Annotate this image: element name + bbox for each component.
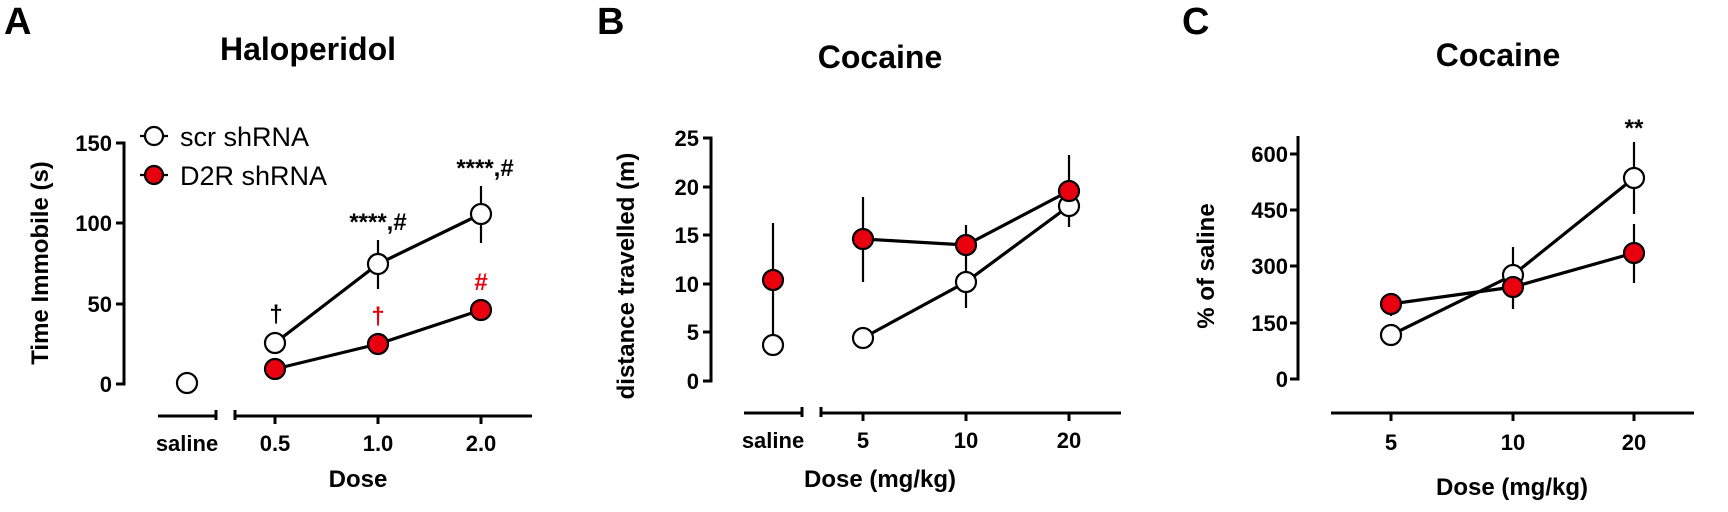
- panel-c-ytick: 450: [1251, 198, 1288, 223]
- panel-c-ytick: 0: [1276, 367, 1288, 392]
- panel-a-scr-point: [469, 202, 493, 226]
- legend-d2r-label: D2R shRNA: [180, 161, 327, 191]
- panel-b-d2r-point: [954, 233, 978, 257]
- panel-c-x-axis: [1331, 411, 1694, 421]
- panel-b-error-bars: [771, 155, 1071, 340]
- panel-b-d2r-point: [761, 268, 785, 292]
- panel-a-ytick: 50: [88, 292, 112, 317]
- panel-c-d2r-point: [1622, 241, 1646, 265]
- panel-c-xtick: 20: [1622, 430, 1646, 455]
- panel-c-scr-point: [1379, 323, 1403, 347]
- panel-b-xtick: 20: [1057, 428, 1081, 453]
- panel-c-xtick: 10: [1501, 430, 1525, 455]
- panel-a-d2r-point: [469, 298, 493, 322]
- panel-b-xtick: saline: [742, 428, 804, 453]
- panel-c-ylabel: % of saline: [1193, 203, 1220, 328]
- panel-a-d2r-point: [263, 357, 287, 381]
- panel-a-xtick: saline: [156, 431, 218, 456]
- panel-b-scr-point: [761, 333, 785, 357]
- panel-b-ylabel: distance travelled (m): [613, 153, 640, 400]
- panel-a-annotation: ****,#: [349, 209, 406, 236]
- panel-a-scr-point: [175, 371, 199, 395]
- legend-scr-marker-icon: [143, 125, 165, 147]
- panel-b-scr-point: [954, 270, 978, 294]
- panel-b-scr-point: [851, 326, 875, 350]
- panel-a-xtick: 1.0: [363, 431, 394, 456]
- panel-c-xlabel: Dose (mg/kg): [1436, 474, 1588, 501]
- panel-a-scr-point: [263, 331, 287, 355]
- panel-b: B Cocaine distance travelled (m) Dose (m…: [597, 1, 1121, 493]
- panel-b-title: Cocaine: [818, 39, 942, 75]
- panel-a-xtick: 0.5: [260, 431, 291, 456]
- panel-c-scr-point: [1622, 166, 1646, 190]
- panel-a-d2r-point: [366, 332, 390, 356]
- panel-a-annotation: †: [269, 301, 282, 328]
- panel-a-annotation-red: #: [474, 269, 487, 296]
- panel-a-y-axis: [116, 141, 126, 386]
- panel-c-y-axis: [1290, 136, 1300, 381]
- panel-b-xtick: 10: [954, 428, 978, 453]
- panel-a-ytick: 100: [75, 211, 112, 236]
- panel-letter-a: A: [4, 1, 31, 43]
- panel-a-xlabel: Dose: [329, 466, 388, 493]
- panel-c: C Cocaine % of saline Dose (mg/kg) 600 4…: [1182, 1, 1694, 501]
- panel-c-d2r-point: [1379, 292, 1403, 316]
- legend-scr-label: scr shRNA: [180, 122, 309, 152]
- panel-b-ytick: 5: [687, 320, 699, 345]
- panel-b-ytick: 15: [675, 223, 699, 248]
- panel-letter-b: B: [597, 1, 624, 43]
- panel-a-title: Haloperidol: [220, 31, 396, 67]
- panel-letter-c: C: [1182, 1, 1209, 43]
- panel-c-annotation: **: [1625, 115, 1644, 142]
- panel-b-d2r-point: [1057, 179, 1081, 203]
- panel-c-ytick: 600: [1251, 142, 1288, 167]
- panel-b-x-axis: [744, 407, 1121, 421]
- panel-b-ytick: 25: [675, 126, 699, 151]
- panel-b-ytick: 0: [687, 369, 699, 394]
- panel-c-d2r-point: [1501, 275, 1525, 299]
- legend-d2r-marker-icon: [143, 164, 165, 186]
- panel-a-annotation-red: †: [371, 303, 384, 330]
- panel-a-xtick: 2.0: [466, 431, 497, 456]
- panel-b-ytick: 10: [675, 272, 699, 297]
- panel-c-ytick: 150: [1251, 311, 1288, 336]
- panel-c-xtick: 5: [1385, 430, 1397, 455]
- panel-b-y-axis: [703, 136, 713, 383]
- panel-b-xtick: 5: [857, 428, 869, 453]
- panel-a-ylabel: Time Immobile (s): [27, 161, 54, 365]
- panel-a: A Haloperidol Time Immobile (s) Dose 150…: [4, 1, 532, 493]
- panel-a-ytick: 150: [75, 131, 112, 156]
- panel-b-ytick: 20: [675, 175, 699, 200]
- panel-a-annotation: ****,#: [456, 155, 513, 182]
- panel-a-ytick: 0: [100, 372, 112, 397]
- panel-b-xlabel: Dose (mg/kg): [804, 466, 956, 493]
- panel-c-title: Cocaine: [1436, 37, 1560, 73]
- legend: scr shRNA D2R shRNA: [140, 122, 327, 191]
- panel-a-scr-point: [366, 252, 390, 276]
- panel-b-d2r-point: [851, 227, 875, 251]
- panel-a-x-axis: [158, 410, 532, 424]
- panel-c-ytick: 300: [1251, 254, 1288, 279]
